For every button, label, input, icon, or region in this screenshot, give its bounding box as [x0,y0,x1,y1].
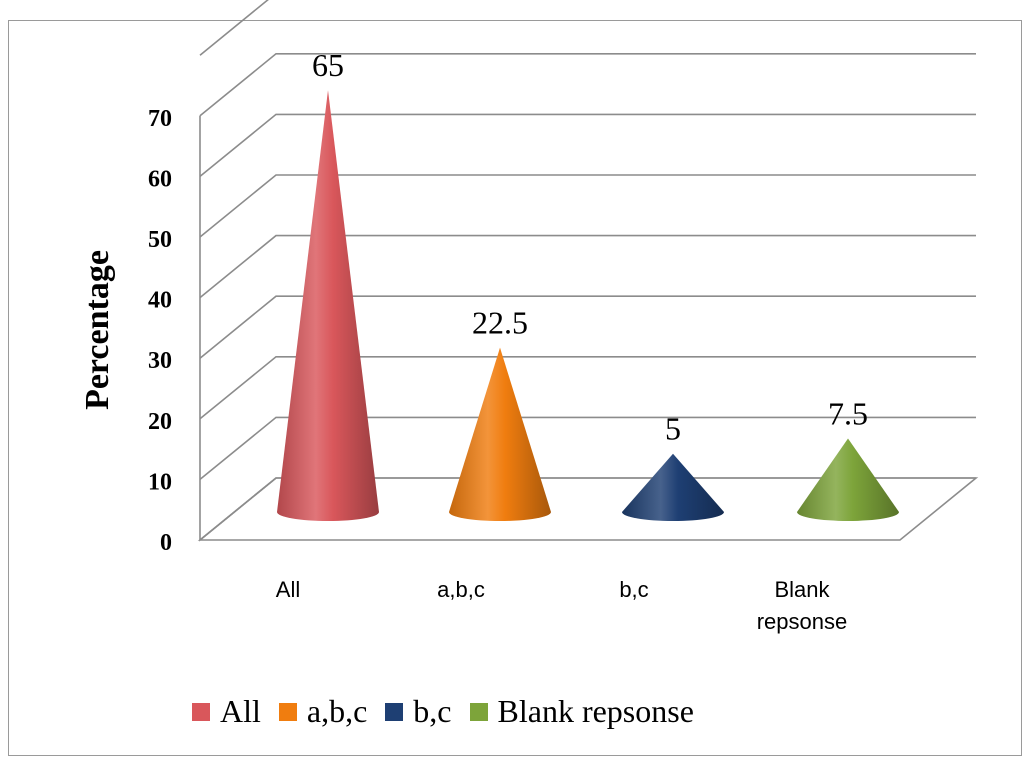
legend-swatch-blank-response [469,702,488,721]
gridline-50 [199,174,976,238]
gridline-20 [199,355,976,420]
cone-3 [797,438,899,521]
y-tick-label-70: 70 [148,106,172,132]
legend-label-blank-response: Blank repsonse [497,693,694,729]
legend-swatch-all [192,702,210,721]
gridline-0 [199,477,976,541]
gridline-40 [199,234,976,299]
gridline-30 [199,295,976,359]
legend-swatch-bc [385,702,404,721]
y-tick-labels: 0 10 20 30 40 50 60 70 [148,106,172,556]
legend-label-all: All [220,693,261,729]
x-tick-label-bc: b,c [619,577,649,602]
gridline-60 [199,113,976,178]
data-labels: 65 22.5 5 7.5 [312,47,868,447]
y-tick-label-10: 10 [148,469,172,495]
legend-item-all: All [192,693,261,730]
data-label-2: 5 [665,411,681,447]
y-tick-label-30: 30 [148,348,172,374]
legend-swatch-abc [278,702,297,721]
legend: All a,b,c b,c Blank repsonse [192,693,712,730]
y-tick-label-50: 50 [148,227,172,253]
cone-0 [277,90,379,521]
data-label-3: 7.5 [828,396,868,432]
gridline-70 [199,52,976,117]
y-tick-label-20: 20 [148,409,172,435]
x-tick-label-blank-response: Blank repsonse [756,577,848,634]
x-tick-label-all: All [275,577,301,602]
y-tick-label-0: 0 [160,530,172,556]
x-tick-label-abc: a,b,c [437,577,485,602]
legend-item-bc: b,c [385,693,452,730]
legend-item-abc: a,b,c [278,693,368,730]
cone-series [277,90,899,521]
data-label-1: 22.5 [472,305,528,341]
grid-layer [197,0,979,542]
chart-frame [8,20,1022,756]
legend-label-abc: a,b,c [306,693,368,729]
legend-item-blank-response: Blank repsonse [469,693,694,730]
y-tick-label-40: 40 [148,288,172,314]
gridline-80 [199,0,269,56]
y-axis-label: Percentage [79,250,116,410]
data-label-0: 65 [312,47,344,83]
cone-2 [622,453,724,521]
gridline-10 [199,416,976,481]
y-tick-label-60: 60 [148,166,172,192]
cone-1 [449,347,551,521]
legend-label-bc: b,c [413,693,452,729]
